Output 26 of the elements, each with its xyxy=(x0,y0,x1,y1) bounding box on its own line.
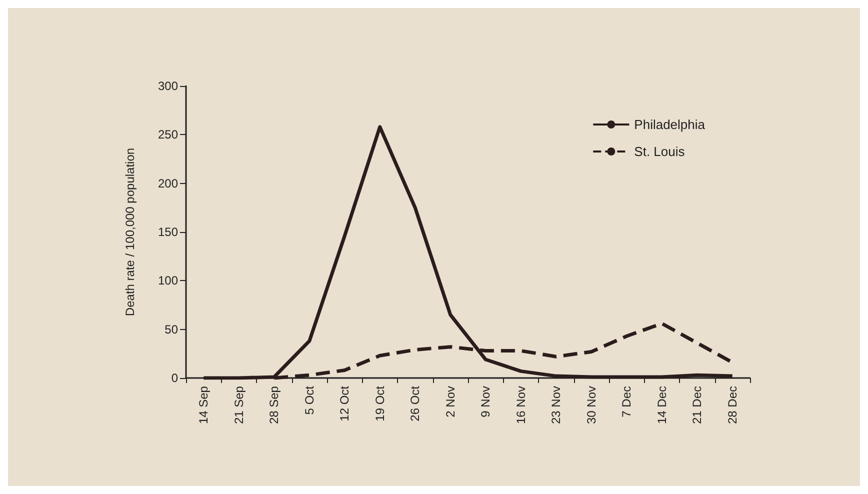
y-tick-label: 150 xyxy=(158,225,178,239)
x-tick-label: 12 Oct xyxy=(338,385,352,422)
y-tick-label: 50 xyxy=(164,322,178,336)
x-tick-label: 28 Dec xyxy=(725,386,740,424)
x-tick-label: 5 Oct xyxy=(302,385,316,415)
x-tick-label: 19 Oct xyxy=(372,385,387,422)
x-tick-label: 7 Dec xyxy=(620,386,634,418)
x-tick-label: 26 Oct xyxy=(408,385,422,422)
x-tick-label: 21 Dec xyxy=(690,386,704,424)
x-tick-label: 2 Nov xyxy=(443,386,458,418)
x-tick-label: 16 Nov xyxy=(514,386,528,424)
legend-label: Philadelphia xyxy=(634,117,706,132)
x-tick-label: 9 Nov xyxy=(478,386,493,418)
y-tick-label: 300 xyxy=(158,79,178,93)
x-tick-label: 23 Nov xyxy=(549,386,564,424)
x-tick-label: 14 Sep xyxy=(196,386,211,424)
x-tick-label: 28 Sep xyxy=(267,386,282,424)
x-tick-label: 14 Dec xyxy=(654,386,669,424)
y-axis-title: Death rate / 100,000 population xyxy=(123,148,137,316)
x-tick-label: 21 Sep xyxy=(232,386,246,424)
y-tick-label: 0 xyxy=(171,371,178,385)
y-tick-label: 250 xyxy=(158,128,178,142)
y-tick-label: 100 xyxy=(158,274,178,288)
x-tick-label: 30 Nov xyxy=(584,386,598,424)
legend-label: St. Louis xyxy=(634,144,686,159)
y-tick-label: 200 xyxy=(158,176,178,190)
